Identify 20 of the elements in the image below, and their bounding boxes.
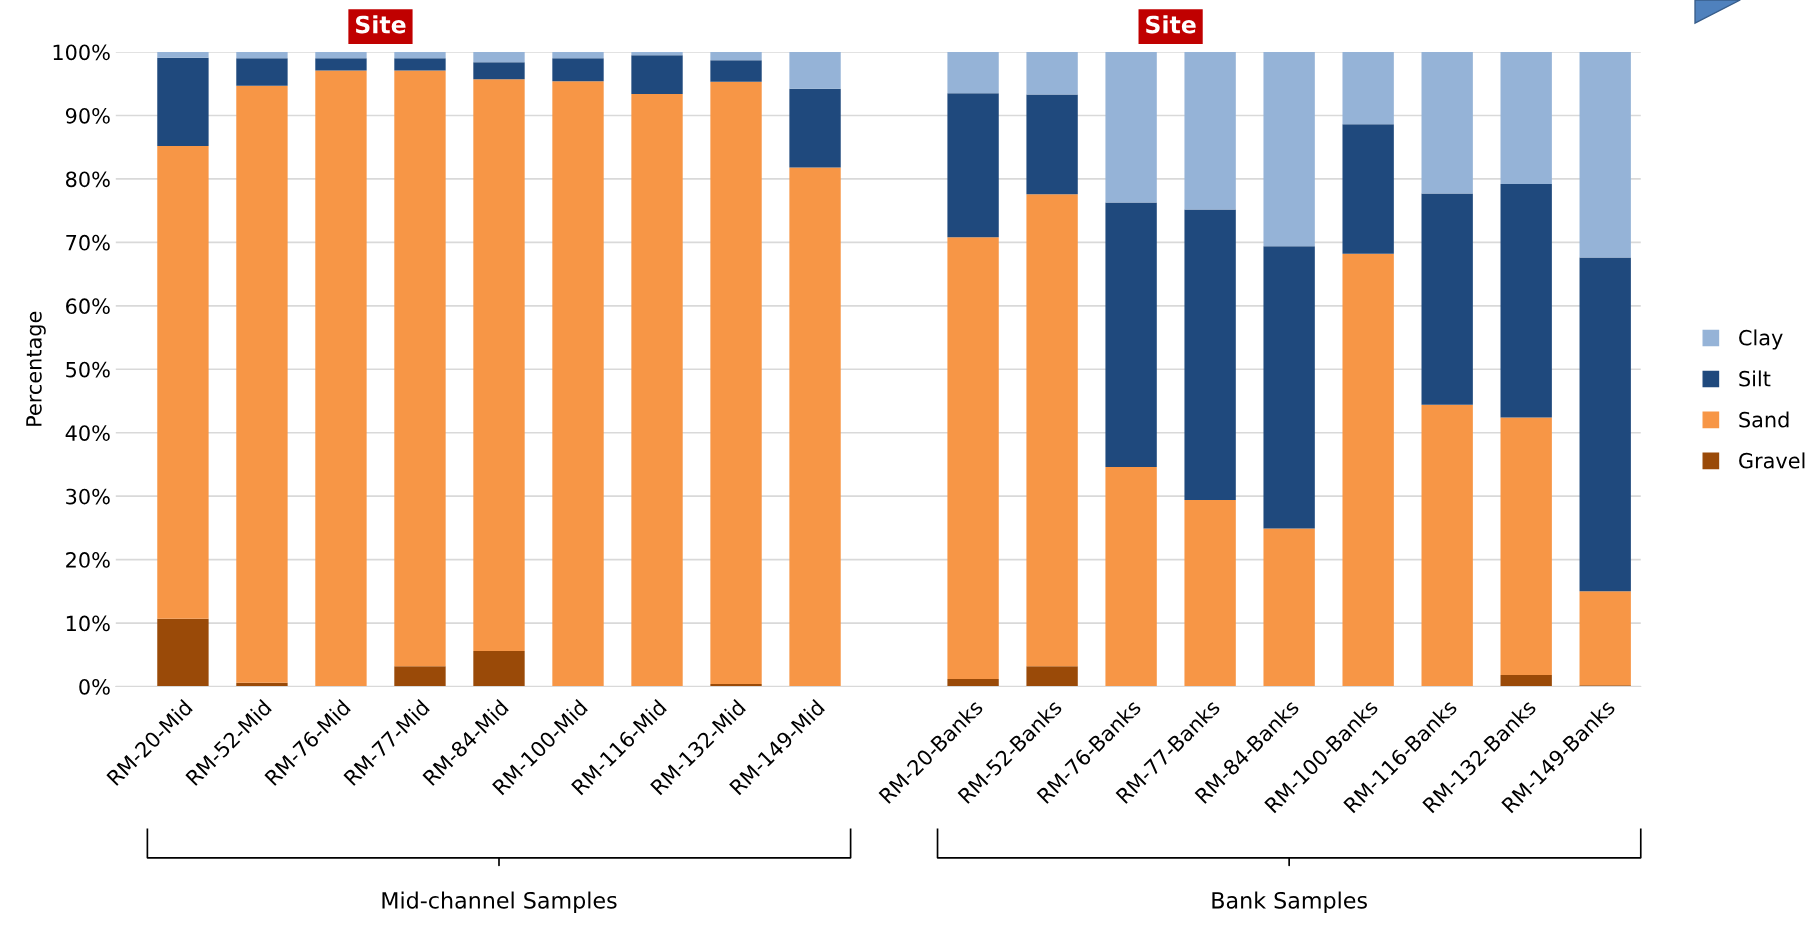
legend-label: Silt — [1739, 370, 1771, 387]
text: Site — [355, 15, 406, 34]
legend-label: Gravel — [1739, 452, 1805, 469]
text: Site — [1146, 15, 1196, 34]
y-tick-label: 70% — [66, 234, 110, 251]
y-tick-label: 50% — [66, 361, 110, 378]
y-tick-label: 0% — [79, 678, 110, 695]
legend-label: Clay — [1739, 329, 1783, 350]
y-tick-label: 80% — [66, 171, 110, 188]
y-axis-title: Percentage — [26, 311, 46, 426]
y-tick-label: 60% — [66, 298, 110, 315]
y-tick-label: 90% — [65, 107, 110, 124]
text: Mid-channel Samples — [382, 891, 617, 914]
y-tick-label: 40% — [65, 425, 110, 441]
y-tick-label: 30% — [66, 488, 110, 505]
y-tick-label: 20% — [66, 552, 110, 568]
y-tick-label: 10% — [66, 615, 110, 632]
y-tick-label: 100% — [53, 44, 110, 61]
text: Bank Samples — [1212, 891, 1367, 914]
legend-label: Sand — [1739, 411, 1789, 428]
